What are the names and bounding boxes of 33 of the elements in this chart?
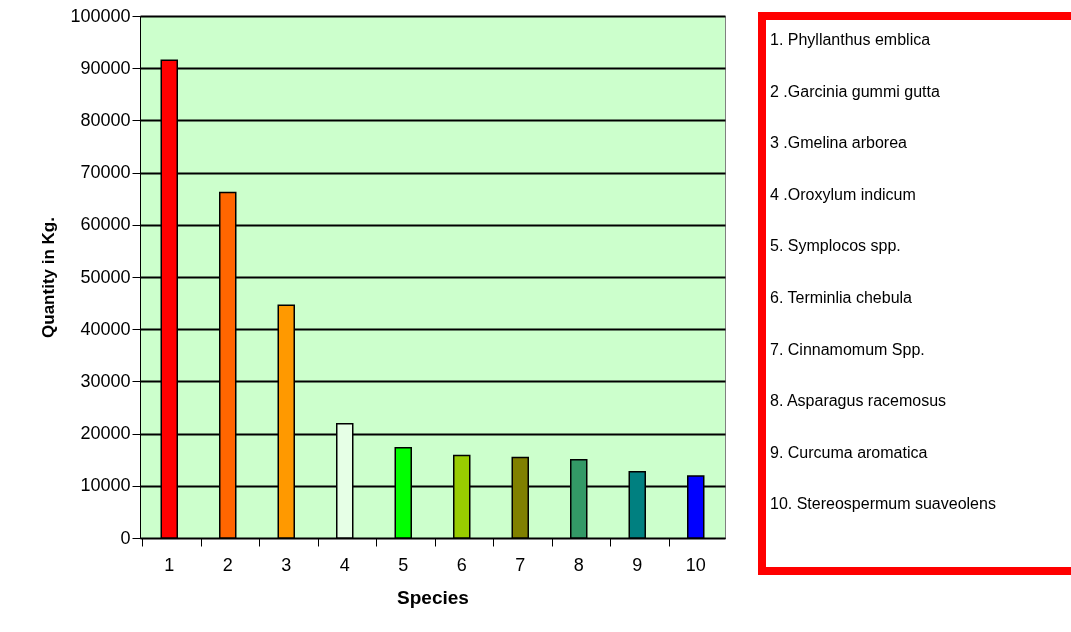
y-tick-label: 50000 <box>80 266 131 287</box>
x-tick-label: 3 <box>281 554 292 575</box>
x-tick-label: 4 <box>339 554 350 575</box>
text: 8. Asparagus racemosus <box>770 392 947 410</box>
y-tick-label: 40000 <box>80 318 131 339</box>
x-tick-label: 6 <box>456 554 467 575</box>
x-tick-label: 10 <box>685 554 706 575</box>
text: 9. Curcuma aromatica <box>770 443 928 461</box>
x-tick-label: 5 <box>398 554 409 575</box>
x-tick-label: 8 <box>573 554 584 575</box>
text: 2 .Garcinia gummi gutta <box>770 82 940 100</box>
y-tick-label: 30000 <box>80 370 131 391</box>
y-axis-title: Quantity in Kg. <box>39 217 59 338</box>
y-tick-label: 60000 <box>80 214 131 235</box>
y-tick-label: 0 <box>120 527 131 548</box>
text: 3 .Gmelina arborea <box>770 134 908 152</box>
text: 7. Cinnamomum Spp. <box>770 340 925 358</box>
x-axis-title: Species <box>397 586 469 608</box>
text: 4 .Oroxylum indicum <box>770 185 916 203</box>
x-tick-label: 9 <box>632 554 643 575</box>
text: 6. Terminlia chebula <box>770 289 913 306</box>
y-tick-label: 100000 <box>70 5 131 26</box>
x-tick-label: 7 <box>515 554 526 575</box>
x-tick-label: 2 <box>222 554 233 575</box>
y-tick-label: 20000 <box>80 423 131 444</box>
x-tick-label: 1 <box>164 554 175 575</box>
text: 10. Stereospermum suaveolens <box>770 495 996 513</box>
y-tick-label: 70000 <box>80 162 131 183</box>
y-tick-label: 80000 <box>80 109 131 130</box>
y-tick-label: 10000 <box>80 475 131 496</box>
y-tick-label: 90000 <box>80 57 131 78</box>
text: 5. Symplocos spp. <box>770 237 901 255</box>
text: 1. Phyllanthus emblica <box>770 31 931 48</box>
